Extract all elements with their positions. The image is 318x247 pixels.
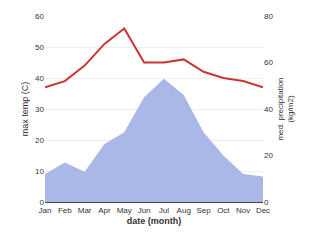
svg-text:0: 0: [40, 198, 45, 207]
svg-text:Nov: Nov: [236, 206, 250, 215]
svg-text:30: 30: [35, 105, 44, 114]
svg-text:40: 40: [264, 105, 273, 114]
svg-text:Dec: Dec: [256, 206, 270, 215]
svg-text:med. precipitation(kg/m2): med. precipitation(kg/m2): [276, 77, 295, 140]
svg-text:0: 0: [264, 198, 269, 207]
svg-text:May: May: [117, 206, 132, 215]
svg-text:Apr: Apr: [98, 206, 111, 215]
svg-text:Jan: Jan: [39, 206, 52, 215]
svg-text:Jun: Jun: [138, 206, 151, 215]
svg-text:10: 10: [35, 167, 44, 176]
svg-text:Oct: Oct: [217, 206, 230, 215]
svg-text:Feb: Feb: [58, 206, 72, 215]
svg-text:Aug: Aug: [177, 206, 191, 215]
svg-text:max temp (C): max temp (C): [20, 82, 30, 137]
svg-text:50: 50: [35, 43, 44, 52]
svg-text:20: 20: [35, 136, 44, 145]
svg-text:Sep: Sep: [196, 206, 211, 215]
svg-text:Mar: Mar: [78, 206, 92, 215]
svg-text:20: 20: [264, 151, 273, 160]
svg-text:40: 40: [35, 74, 44, 83]
svg-text:Jul: Jul: [159, 206, 169, 215]
svg-text:60: 60: [35, 12, 44, 21]
svg-text:80: 80: [264, 12, 273, 21]
svg-text:date (month): date (month): [127, 216, 182, 226]
svg-text:60: 60: [264, 58, 273, 67]
